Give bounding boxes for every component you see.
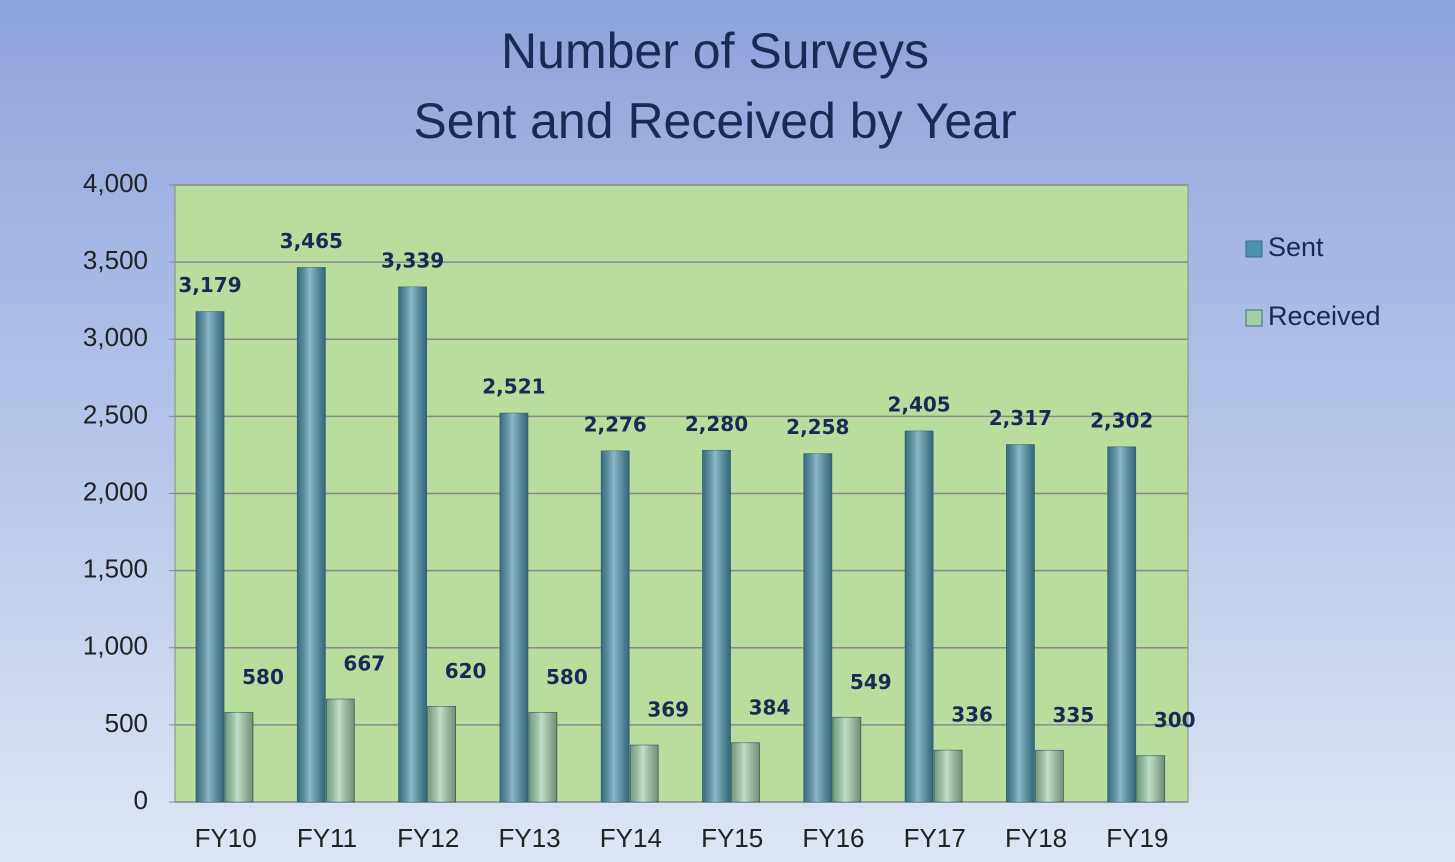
x-tick-label: FY12 (397, 823, 459, 853)
x-tick-label: FY19 (1106, 823, 1168, 853)
bar-shine (905, 431, 934, 802)
data-label: 580 (242, 665, 284, 689)
data-label: 667 (343, 652, 385, 676)
bar-shine (1006, 444, 1035, 802)
data-label: 2,405 (887, 393, 950, 417)
x-tick-label: FY13 (498, 823, 560, 853)
bar-shine (1035, 750, 1064, 802)
legend-label: Sent (1268, 232, 1324, 262)
x-tick-label: FY11 (297, 823, 357, 853)
data-label: 2,276 (584, 412, 647, 436)
data-label: 549 (850, 670, 892, 694)
chart-title: Number of Surveys (501, 23, 929, 79)
data-label: 2,521 (482, 375, 545, 399)
data-label: 3,339 (381, 248, 444, 272)
y-tick-label: 3,500 (83, 245, 148, 275)
legend-swatch (1245, 309, 1263, 327)
legend-swatch (1245, 240, 1263, 258)
x-tick-label: FY10 (195, 823, 257, 853)
data-label: 300 (1154, 708, 1196, 732)
data-label: 335 (1053, 703, 1095, 727)
data-label: 2,317 (989, 406, 1052, 430)
data-label: 369 (647, 698, 689, 722)
data-label: 3,465 (280, 229, 343, 253)
y-tick-label: 4,000 (83, 168, 148, 198)
data-label: 2,302 (1090, 408, 1153, 432)
bar-shine (731, 742, 760, 802)
bar-shine (803, 453, 832, 802)
bar-shine (225, 712, 253, 802)
y-tick-label: 0 (134, 785, 148, 815)
data-label: 620 (445, 659, 487, 683)
y-tick-label: 3,000 (83, 322, 148, 352)
chart-title: Sent and Received by Year (413, 93, 1016, 149)
bar-shine (1107, 446, 1136, 802)
x-tick-label: FY17 (904, 823, 966, 853)
data-label: 2,258 (786, 415, 849, 439)
data-label: 2,280 (685, 412, 748, 436)
bar-shine (832, 717, 861, 802)
data-label: 3,179 (178, 273, 241, 297)
y-tick-label: 1,000 (83, 631, 148, 661)
data-label: 336 (951, 703, 993, 727)
bar-shine (702, 450, 731, 802)
x-tick-label: FY18 (1005, 823, 1067, 853)
bar-shine (196, 311, 224, 802)
bar-shine (398, 286, 427, 803)
y-tick-label: 500 (105, 708, 148, 738)
bar-shine (934, 750, 963, 802)
bar-shine (601, 450, 630, 802)
legend-label: Received (1268, 301, 1381, 331)
y-tick-label: 2,000 (83, 476, 148, 506)
x-tick-label: FY16 (802, 823, 864, 853)
bar-shine (1136, 755, 1165, 802)
y-tick-label: 1,500 (83, 554, 148, 584)
bar-shine (297, 267, 326, 802)
bar-shine (326, 699, 355, 802)
x-tick-label: FY14 (600, 823, 662, 853)
bar-shine (499, 413, 528, 802)
data-label: 384 (749, 695, 791, 719)
bar-shine (427, 706, 456, 802)
data-label: 580 (546, 665, 588, 689)
bar-shine (528, 712, 557, 802)
y-tick-label: 2,500 (83, 399, 148, 429)
bar-shine (630, 745, 659, 802)
x-tick-label: FY15 (701, 823, 763, 853)
